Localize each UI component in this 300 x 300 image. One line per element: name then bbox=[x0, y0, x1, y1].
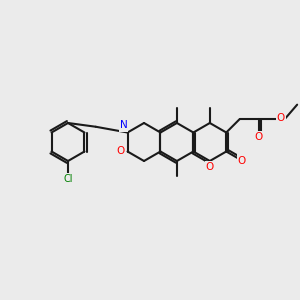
Text: O: O bbox=[116, 146, 125, 157]
Text: O: O bbox=[206, 162, 214, 172]
Text: N: N bbox=[120, 121, 128, 130]
Text: O: O bbox=[255, 132, 263, 142]
Text: O: O bbox=[238, 155, 246, 166]
Text: O: O bbox=[277, 113, 285, 123]
Text: Cl: Cl bbox=[63, 174, 73, 184]
